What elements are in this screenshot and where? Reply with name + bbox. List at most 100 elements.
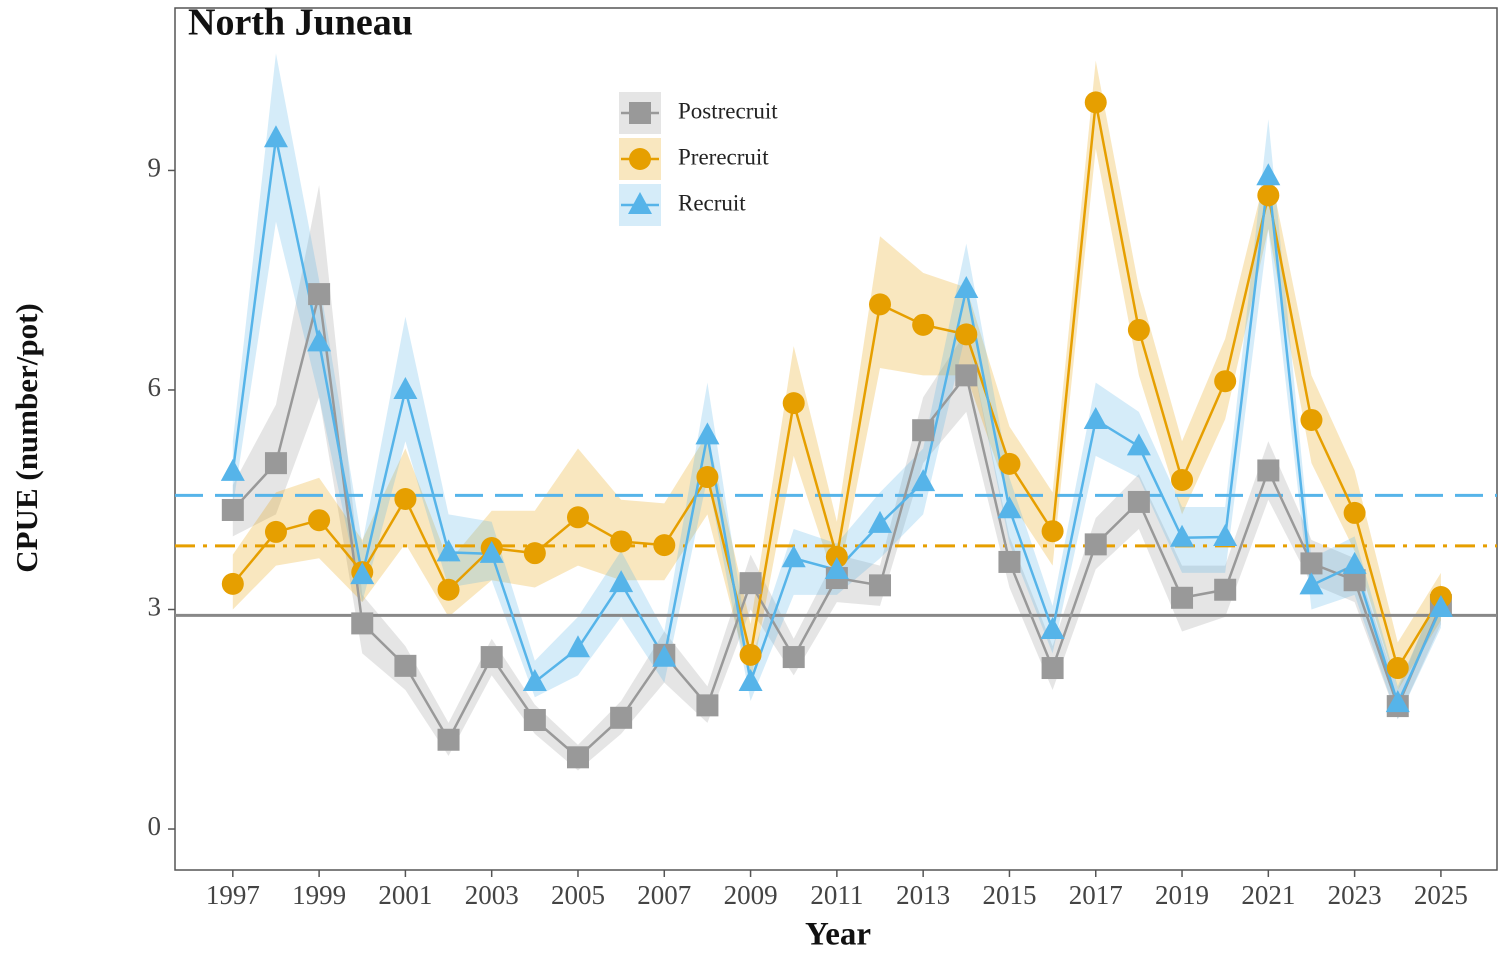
marker: [1083, 406, 1108, 429]
marker: [1256, 163, 1281, 186]
y-tick-label: 0: [148, 811, 162, 841]
marker: [1171, 586, 1194, 609]
marker: [1040, 616, 1065, 639]
marker: [1257, 184, 1280, 207]
marker: [1428, 595, 1453, 618]
marker: [739, 572, 762, 595]
marker: [1343, 569, 1366, 592]
legend-label: Postrecruit: [678, 98, 778, 123]
x-tick-label: 2017: [1069, 880, 1123, 910]
marker: [1343, 501, 1366, 524]
marker: [954, 275, 979, 298]
plot-frame: [174, 7, 1498, 871]
x-tick-label: 2015: [982, 880, 1036, 910]
marker: [869, 574, 892, 597]
x-tick-label: 2005: [551, 880, 605, 910]
marker: [997, 496, 1022, 519]
marker: [610, 706, 633, 729]
x-tick-label: 2023: [1328, 880, 1382, 910]
marker: [628, 192, 652, 214]
marker: [1041, 657, 1064, 680]
x-tick-label: 2021: [1241, 880, 1295, 910]
marker: [782, 392, 805, 415]
marker: [1299, 572, 1324, 595]
marker: [308, 509, 331, 532]
legend-label: Prerecruit: [678, 144, 769, 169]
marker: [1300, 552, 1323, 575]
marker: [1041, 520, 1064, 543]
x-tick-label: 2019: [1155, 880, 1209, 910]
marker: [998, 550, 1021, 573]
y-tick-label: 6: [148, 372, 162, 402]
marker: [1084, 91, 1107, 114]
y-tick-label: 9: [148, 153, 162, 183]
marker: [869, 293, 892, 316]
marker: [998, 452, 1021, 475]
marker: [609, 570, 634, 593]
marker: [479, 540, 504, 563]
marker: [824, 556, 849, 579]
marker: [1084, 533, 1107, 556]
x-tick-label: 1999: [292, 880, 346, 910]
confidence-band: [232, 60, 1441, 690]
marker: [264, 452, 287, 475]
marker: [652, 644, 677, 667]
marker: [220, 458, 245, 481]
marker: [480, 646, 503, 669]
marker: [629, 148, 651, 170]
marker: [1386, 657, 1409, 680]
marker: [437, 578, 460, 601]
marker: [912, 313, 935, 336]
marker: [955, 364, 978, 387]
marker: [307, 329, 332, 352]
marker: [437, 728, 460, 751]
marker: [1126, 433, 1151, 456]
legend-label: Recruit: [678, 190, 746, 215]
marker: [522, 668, 547, 691]
marker: [610, 530, 633, 553]
marker: [825, 545, 848, 568]
marker: [1171, 468, 1194, 491]
marker: [911, 469, 936, 492]
marker: [394, 654, 417, 677]
marker: [1214, 578, 1237, 601]
marker: [739, 643, 762, 666]
x-tick-label: 2013: [896, 880, 950, 910]
marker: [912, 419, 935, 442]
marker: [436, 539, 461, 562]
chart-title: North Juneau: [188, 2, 413, 44]
marker: [1257, 459, 1280, 482]
marker: [221, 498, 244, 521]
marker: [394, 488, 417, 511]
marker: [1300, 408, 1323, 431]
x-tick-label: 2009: [724, 880, 778, 910]
marker: [566, 746, 589, 769]
marker: [1385, 690, 1410, 713]
x-tick-label: 2007: [637, 880, 691, 910]
y-axis-label: CPUE (number/pot): [9, 303, 44, 573]
marker: [393, 376, 418, 399]
marker: [566, 506, 589, 529]
y-tick-label: 3: [148, 592, 162, 622]
marker: [263, 125, 288, 148]
marker: [1127, 318, 1150, 341]
marker: [629, 102, 651, 124]
marker: [738, 668, 763, 691]
x-tick-label: 2011: [810, 880, 863, 910]
marker: [1170, 524, 1195, 547]
x-tick-label: 1997: [206, 880, 260, 910]
marker: [523, 708, 546, 731]
marker: [696, 466, 719, 489]
x-tick-label: 2001: [378, 880, 432, 910]
marker: [221, 572, 244, 595]
x-axis-label: Year: [805, 917, 871, 953]
marker: [308, 283, 331, 306]
marker: [351, 612, 374, 635]
x-tick-label: 2025: [1414, 880, 1468, 910]
marker: [1342, 551, 1367, 574]
marker: [696, 694, 719, 717]
marker: [955, 323, 978, 346]
marker: [695, 422, 720, 445]
marker: [264, 520, 287, 543]
